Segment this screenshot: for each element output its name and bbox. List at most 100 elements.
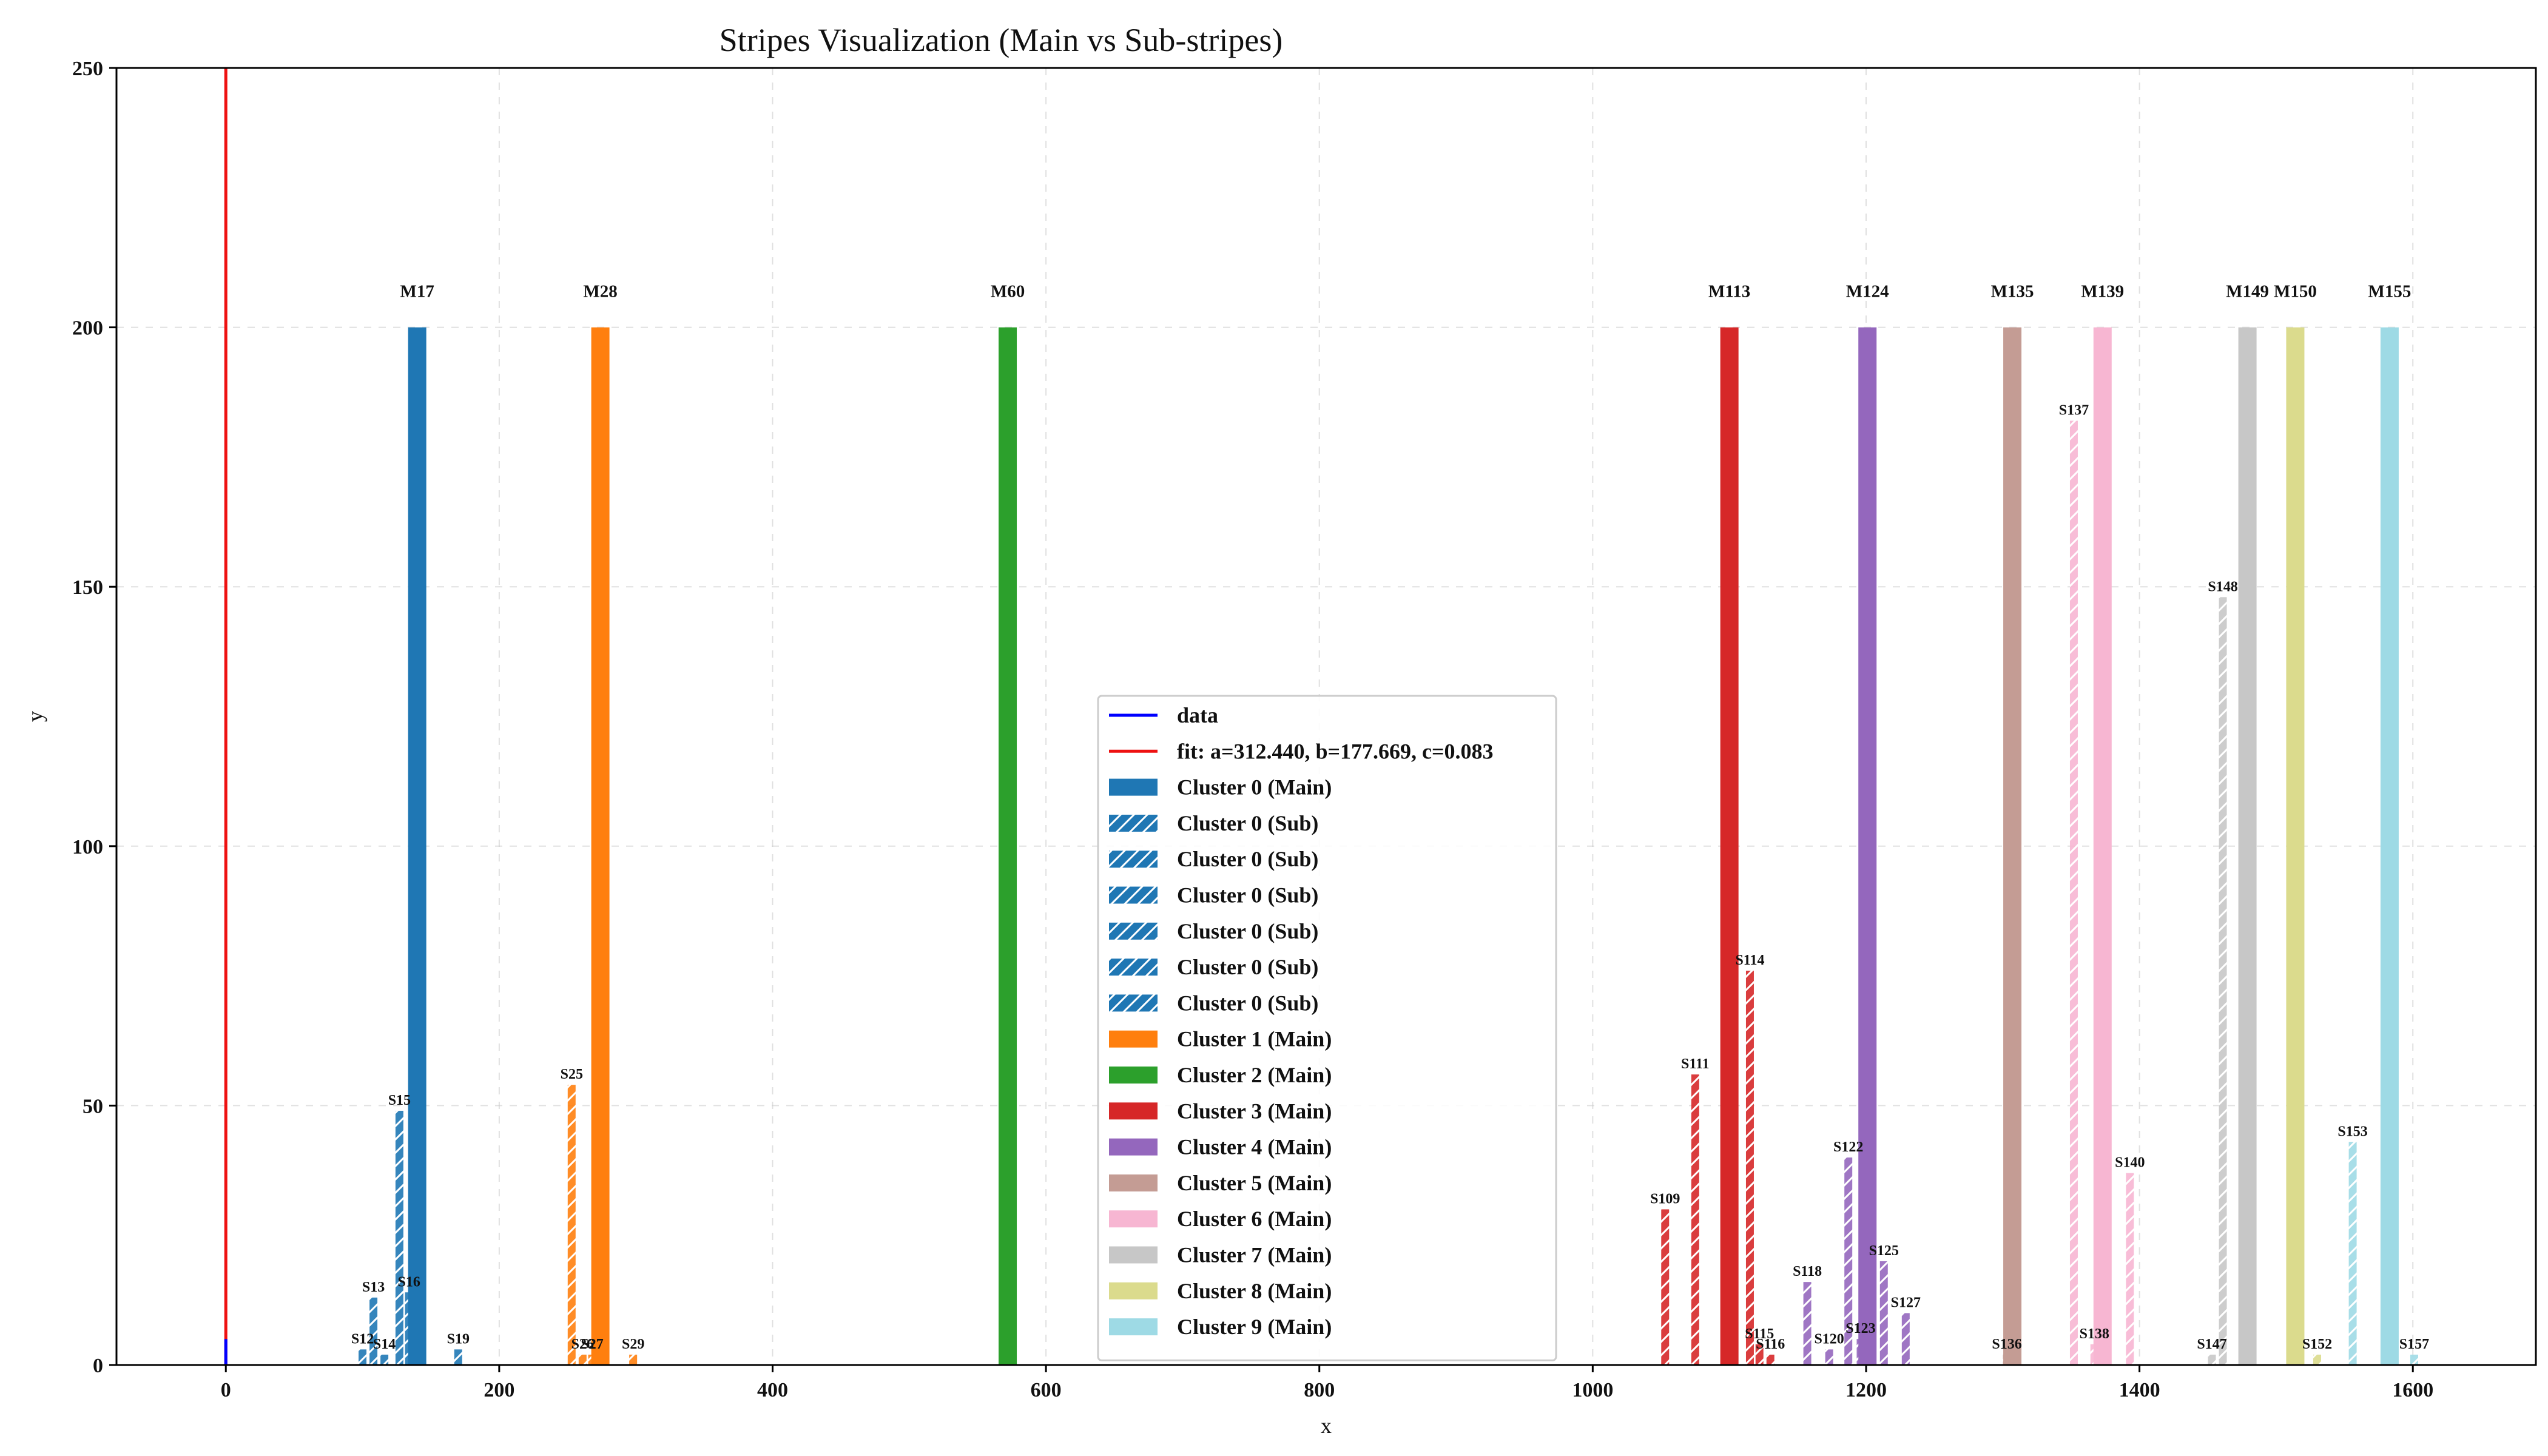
bar-label: S138 bbox=[2080, 1326, 2109, 1342]
legend-swatch bbox=[1109, 886, 1158, 904]
main-stripe-bar bbox=[2003, 327, 2022, 1365]
legend-swatch bbox=[1109, 814, 1158, 832]
y-tick-label: 100 bbox=[72, 836, 103, 858]
legend-swatch bbox=[1109, 1282, 1158, 1299]
sub-stripe-bar bbox=[629, 1354, 638, 1365]
legend-swatch bbox=[1109, 1318, 1158, 1336]
sub-stripe-bar bbox=[2219, 597, 2227, 1366]
bar-label: M124 bbox=[1846, 282, 1889, 302]
y-axis-label: y bbox=[23, 711, 47, 722]
bar-label: S19 bbox=[447, 1331, 470, 1347]
legend-swatch bbox=[1109, 922, 1158, 940]
bar-label: S147 bbox=[2197, 1336, 2226, 1352]
legend-label: Cluster 0 (Main) bbox=[1177, 775, 1332, 800]
sub-stripe-bar bbox=[1844, 1157, 1853, 1365]
sub-stripe-bar bbox=[2069, 420, 2078, 1365]
legend-label: Cluster 5 (Main) bbox=[1177, 1171, 1332, 1195]
legend-swatch bbox=[1109, 1030, 1158, 1048]
x-tick-label: 600 bbox=[1031, 1379, 1062, 1401]
legend-swatch bbox=[1109, 778, 1158, 796]
legend-swatch bbox=[1109, 1138, 1158, 1156]
legend-label: Cluster 0 (Sub) bbox=[1177, 847, 1318, 871]
sub-stripe-bar bbox=[369, 1297, 378, 1365]
bar-label: M60 bbox=[991, 282, 1025, 302]
bar-label: S14 bbox=[373, 1336, 396, 1352]
main-stripe-bar bbox=[999, 327, 1017, 1365]
main-stripe-bar bbox=[2238, 327, 2257, 1365]
legend-label: Cluster 6 (Main) bbox=[1177, 1207, 1332, 1231]
sub-stripe-bar bbox=[1825, 1349, 1833, 1365]
sub-stripe-bar bbox=[2313, 1354, 2322, 1365]
sub-stripe-bar bbox=[1745, 971, 1754, 1365]
legend-label: Cluster 0 (Sub) bbox=[1177, 811, 1318, 835]
legend-swatch bbox=[1109, 959, 1158, 976]
bar-label: S153 bbox=[2337, 1124, 2367, 1139]
bar-label: S148 bbox=[2208, 579, 2237, 595]
main-stripe-bar bbox=[408, 327, 426, 1365]
x-axis-label: x bbox=[1321, 1414, 1332, 1438]
bar-label: S26 bbox=[571, 1336, 594, 1352]
bar-label: S16 bbox=[397, 1274, 420, 1290]
legend-label: Cluster 0 (Sub) bbox=[1177, 919, 1318, 943]
x-tick-label: 1400 bbox=[2119, 1379, 2160, 1401]
y-tick-label: 0 bbox=[93, 1355, 103, 1377]
legend-swatch bbox=[1109, 1102, 1158, 1120]
legend-label: fit: a=312.440, b=177.669, c=0.083 bbox=[1177, 739, 1494, 763]
x-tick-label: 1200 bbox=[1845, 1379, 1887, 1401]
bar-label: M155 bbox=[2368, 282, 2411, 302]
bar-label: M149 bbox=[2226, 282, 2269, 302]
bar-label: M135 bbox=[1991, 282, 2034, 302]
legend-swatch bbox=[1109, 851, 1158, 868]
bars-layer bbox=[359, 327, 2418, 1366]
legend-label: data bbox=[1177, 703, 1218, 727]
sub-stripe-bar bbox=[454, 1349, 462, 1365]
legend-label: Cluster 8 (Main) bbox=[1177, 1279, 1332, 1303]
sub-stripe-bar bbox=[1755, 1344, 1764, 1365]
x-tick-label: 200 bbox=[484, 1379, 514, 1401]
main-stripe-bar bbox=[1720, 327, 1739, 1365]
bar-label: M150 bbox=[2274, 282, 2317, 302]
legend-label: Cluster 9 (Main) bbox=[1177, 1315, 1332, 1339]
plot-frame bbox=[115, 67, 2537, 1366]
bar-label: S127 bbox=[1891, 1295, 1921, 1310]
legend-label: Cluster 4 (Main) bbox=[1177, 1135, 1332, 1159]
bar-label: M139 bbox=[2081, 282, 2124, 302]
bar-label: S118 bbox=[1793, 1264, 1822, 1279]
bar-label: S111 bbox=[1681, 1056, 1710, 1072]
x-tick-label: 400 bbox=[757, 1379, 788, 1401]
legend-swatch bbox=[1109, 1174, 1158, 1191]
legend-swatch bbox=[1109, 1210, 1158, 1228]
sub-stripe-bar bbox=[1901, 1313, 1910, 1365]
sub-stripe-bar bbox=[1766, 1354, 1774, 1365]
bar-label: M28 bbox=[583, 282, 617, 302]
legend: data fit: a=312.440, b=177.669, c=0.083 Cl… bbox=[1097, 695, 1557, 1361]
bar-label: S152 bbox=[2302, 1336, 2332, 1352]
legend-label: Cluster 0 (Sub) bbox=[1177, 991, 1318, 1015]
y-tick-label: 150 bbox=[72, 576, 103, 599]
sub-stripe-bar bbox=[380, 1354, 389, 1365]
legend-label: Cluster 3 (Main) bbox=[1177, 1099, 1332, 1123]
x-tick-label: 0 bbox=[221, 1379, 231, 1401]
bar-label: S15 bbox=[388, 1093, 411, 1108]
bar-label: S123 bbox=[1845, 1321, 1875, 1336]
sub-stripe-bar bbox=[1803, 1282, 1812, 1365]
legend-label: Cluster 0 (Sub) bbox=[1177, 955, 1318, 979]
sub-stripe-bar bbox=[2208, 1354, 2216, 1365]
bar-label: S27 bbox=[581, 1336, 603, 1352]
y-tick-label: 250 bbox=[72, 58, 103, 80]
sub-stripe-bar bbox=[1879, 1261, 1888, 1365]
sub-stripe-bar bbox=[567, 1085, 576, 1365]
bar-label: S122 bbox=[1833, 1139, 1863, 1155]
legend-box bbox=[1097, 695, 1557, 1361]
main-stripe-bar bbox=[2380, 327, 2399, 1365]
legend-swatch bbox=[1109, 994, 1158, 1012]
bar-label: S140 bbox=[2115, 1155, 2145, 1171]
sub-stripe-bar bbox=[2126, 1173, 2134, 1365]
sub-stripe-bar bbox=[2410, 1354, 2418, 1365]
x-tick-label: 1600 bbox=[2392, 1379, 2433, 1401]
bar-label: S116 bbox=[1756, 1336, 1785, 1352]
sub-stripe-bar bbox=[1661, 1209, 1670, 1365]
sub-stripe-bar bbox=[1691, 1074, 1699, 1365]
bar-label: S25 bbox=[561, 1067, 583, 1082]
